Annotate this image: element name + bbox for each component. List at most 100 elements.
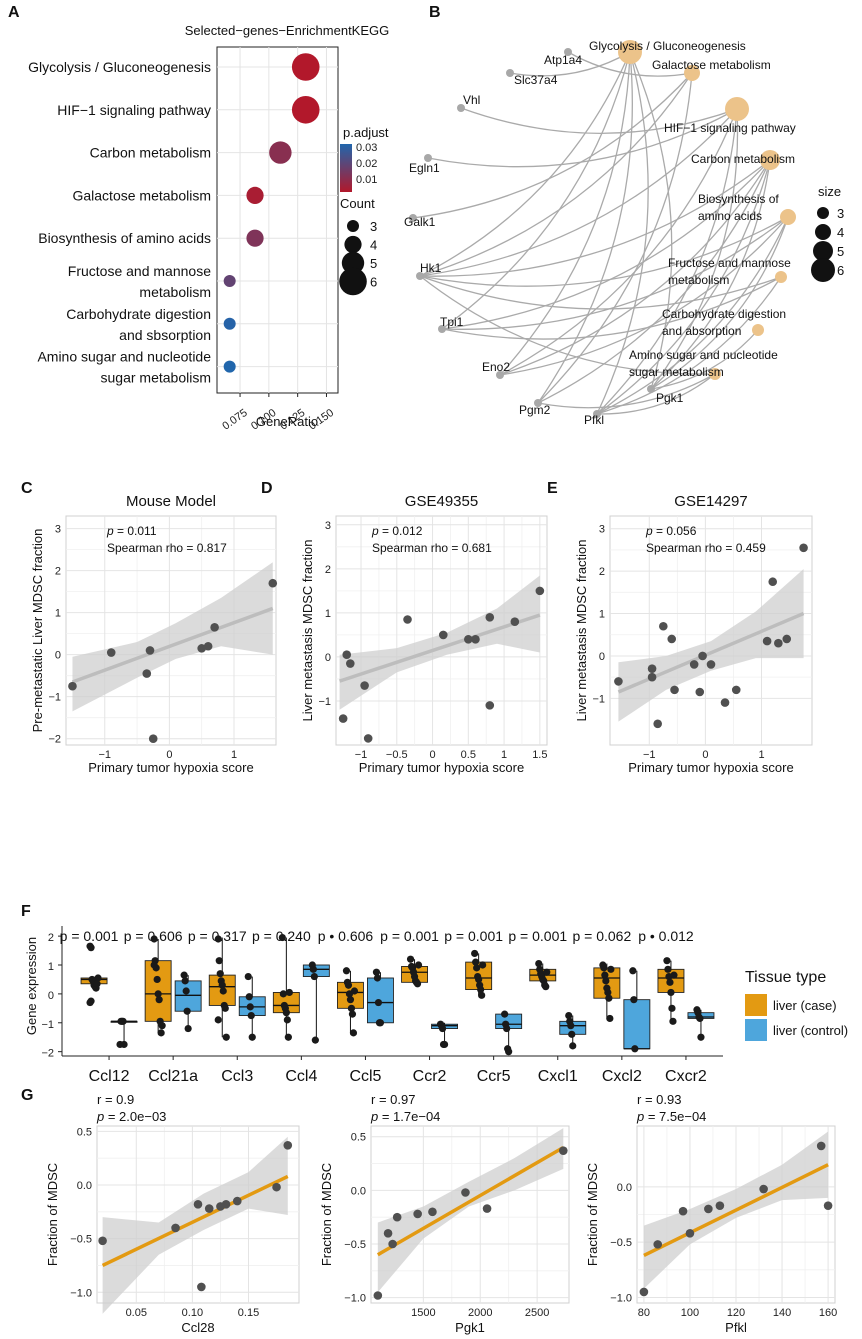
panel-f-legend-swatch (745, 994, 767, 1016)
panel-letter-d: D (261, 480, 273, 497)
panel-f-point-control (181, 977, 189, 985)
panel-f-point-control (629, 967, 637, 975)
panel-g2-point (428, 1207, 437, 1217)
panel-b-edge (650, 329, 759, 390)
panel-b-gene-node (496, 371, 504, 379)
panel-d-xtick-label: 1 (501, 749, 507, 761)
panel-c-p-value: p = 0.011 (106, 524, 157, 538)
panel-a-dot (246, 229, 264, 247)
panel-a-term-label: Amino sugar and nucleotide (37, 349, 211, 365)
panel-b-pathway-node (618, 40, 642, 64)
panel-d-point (342, 650, 352, 660)
panel-a-legend-count-label: 3 (370, 219, 377, 234)
panel-b-legend-dot (817, 207, 829, 219)
panel-b-legend-dot (813, 241, 833, 261)
panel-d-point (485, 701, 495, 710)
panel-e-ytick-label: 3 (599, 524, 605, 536)
panel-b-pathway-label: Biosynthesis of (698, 192, 779, 206)
panel-f-point-case (664, 965, 672, 973)
panel-b-edge (537, 159, 771, 404)
panel-letter-c: C (21, 480, 33, 497)
panel-b-edge (419, 108, 738, 277)
panel-b-edge (596, 373, 716, 415)
panel-a-legend-padj-tick: 0.03 (356, 142, 377, 154)
panel-g1-ylabel: Fraction of MDSC (45, 1163, 60, 1266)
panel-a-legend-gradient (340, 144, 352, 192)
panel-f-xtick-label: Ccr2 (413, 1068, 447, 1085)
panel-b-pathway-label: sugar metabolism (629, 365, 724, 379)
panel-letter-b: B (429, 4, 441, 21)
panel-b-legend-label: 5 (837, 244, 844, 259)
panel-f-legend-title: Tissue type (745, 969, 826, 986)
panel-g1-point (232, 1196, 242, 1206)
panel-e-point (689, 660, 699, 669)
panel-g2-point (413, 1209, 422, 1219)
panel-g1-point (193, 1200, 203, 1209)
panel-g3-point (685, 1229, 695, 1238)
panel-g2-point (461, 1188, 470, 1197)
panel-c-point (203, 641, 213, 651)
panel-a-term-label: and sbsorption (119, 327, 211, 343)
panel-f-point-case (87, 944, 95, 952)
panel-b-edge (509, 51, 631, 77)
panel-f-point-case (607, 965, 615, 973)
panel-f-box-control (623, 999, 651, 1050)
panel-b-gene-label: Pfkl (584, 413, 604, 427)
panel-a-legend-count-dot (341, 251, 365, 275)
panel-f-point-control (246, 1003, 254, 1011)
panel-e-ytick-label: 2 (599, 566, 605, 578)
panel-g2-p-value: p = 1.7e−04 (370, 1109, 440, 1124)
panel-f-point-case (413, 980, 422, 988)
panel-b-edge (537, 373, 716, 409)
panel-f-point-case (606, 1014, 614, 1023)
panel-a-dot (246, 186, 264, 204)
panel-f-point-case (284, 1033, 292, 1041)
panel-a-dot (291, 96, 320, 124)
panel-b-gene-node (438, 325, 446, 333)
panel-c-ytick-label: 1 (55, 608, 61, 620)
panel-b-pathway-label: Amino sugar and nucleotide (629, 348, 778, 362)
panel-f-point-case (219, 987, 227, 995)
panel-g3-point (715, 1201, 725, 1210)
panel-a-legend-count-dot (347, 220, 359, 232)
panel-e-point (670, 685, 679, 695)
panel-g3-point (823, 1201, 833, 1210)
panel-g3-ylabel: Fraction of MDSC (585, 1163, 600, 1266)
panel-b-edge (650, 216, 789, 390)
panel-d-point (464, 635, 473, 644)
panel-b-edge (650, 159, 771, 390)
panel-f-xtick-label: Ccl21a (148, 1068, 198, 1085)
panel-f-xtick-label: Cxcr2 (665, 1068, 707, 1085)
panel-b-pathway-node (780, 209, 796, 225)
panel-a-legend-padj-title: p.adjust (343, 125, 389, 140)
panel-f-point-case (347, 1004, 356, 1012)
panel-g3-ytick-label: −0.5 (610, 1237, 632, 1249)
panel-b-edge (499, 216, 789, 376)
panel-e-rho: Spearman rho = 0.459 (646, 541, 766, 555)
panel-f-point-case (283, 1016, 291, 1024)
panel-g1-p-value: p = 2.0e−03 (96, 1109, 166, 1124)
panel-b-gene-label: Eno2 (482, 360, 510, 374)
panel-g1-point (98, 1236, 107, 1246)
panel-c-point (145, 646, 155, 655)
panel-a-dot (223, 360, 236, 373)
panel-g3-xtick-label: 120 (727, 1307, 745, 1319)
panel-f-point-case (542, 983, 550, 991)
panel-e-point (731, 685, 741, 695)
panel-g1-p-symbol: p (96, 1109, 104, 1124)
panel-a-term-label: Fructose and mannose (68, 263, 211, 279)
panel-f-point-case (605, 994, 613, 1002)
panel-d-xtick-label: 1.5 (532, 749, 547, 761)
panel-f-point-case (87, 997, 95, 1005)
panel-b-pathway-node (709, 368, 721, 380)
panel-b-edge (441, 276, 782, 340)
panel-b-pathway-label: and absorption (662, 324, 741, 338)
panel-d-confidence-band (339, 575, 540, 710)
panel-e-point (799, 543, 808, 553)
panel-g3-point (678, 1206, 688, 1216)
panel-a-term-label: Galactose metabolism (72, 187, 211, 203)
panel-g2-xtick-label: 2500 (525, 1307, 549, 1319)
panel-f-point-control (309, 965, 317, 973)
panel-d-ytick-label: 1 (325, 608, 331, 620)
panel-b-gene-node (457, 104, 465, 112)
